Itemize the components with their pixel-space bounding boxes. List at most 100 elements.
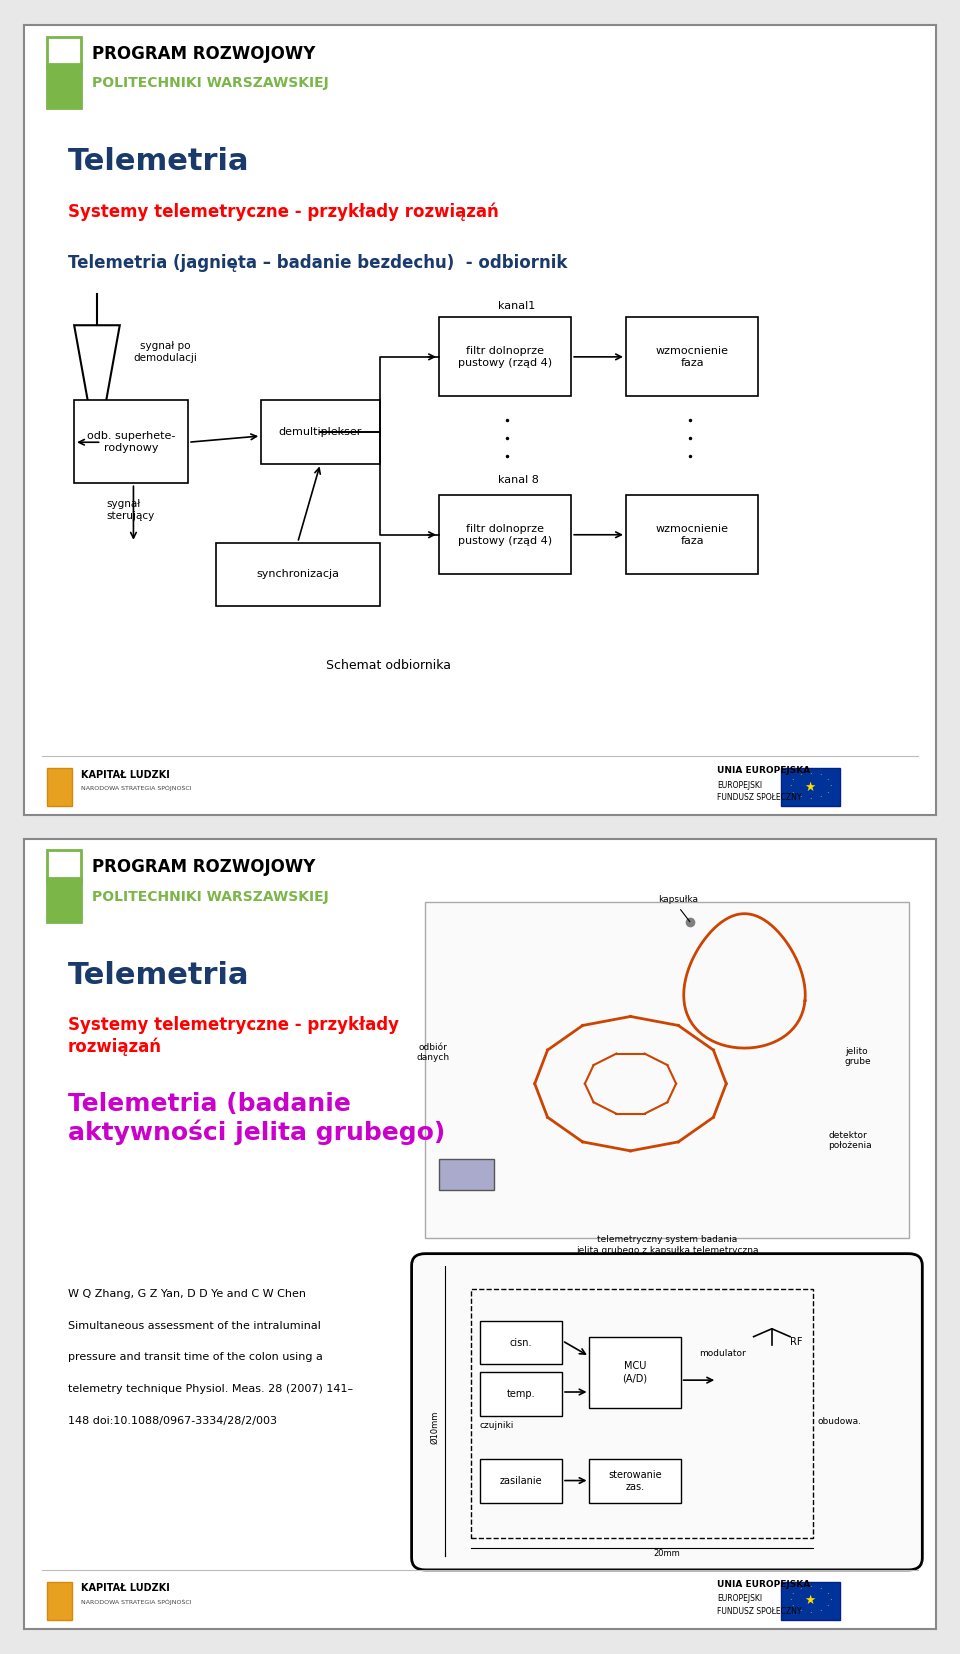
Text: ·: · bbox=[789, 1596, 791, 1606]
Text: UNIA EUROPEJSKA: UNIA EUROPEJSKA bbox=[717, 766, 810, 776]
Bar bbox=[470, 1288, 813, 1538]
Text: ·: · bbox=[791, 1589, 794, 1599]
Text: NARODOWA STRATEGIA SPÓJNOŚCI: NARODOWA STRATEGIA SPÓJNOŚCI bbox=[82, 1599, 192, 1604]
FancyBboxPatch shape bbox=[480, 1322, 562, 1365]
Text: ★: ★ bbox=[804, 1594, 816, 1608]
Bar bbox=[425, 901, 909, 1237]
Text: telemetryczny system badania
jelita grubego z kapsułką telemetryczną: telemetryczny system badania jelita grub… bbox=[576, 1236, 758, 1255]
Text: ·: · bbox=[791, 789, 794, 797]
Text: ·: · bbox=[819, 771, 822, 781]
Text: POLITECHNIKI WARSZAWSKIEJ: POLITECHNIKI WARSZAWSKIEJ bbox=[92, 76, 329, 91]
Text: 20mm: 20mm bbox=[654, 1548, 681, 1558]
Text: temp.: temp. bbox=[507, 1389, 536, 1399]
Text: ·: · bbox=[799, 1608, 802, 1616]
Text: ★: ★ bbox=[804, 781, 816, 794]
Text: czujniki: czujniki bbox=[480, 1421, 515, 1429]
Text: demultiplekser: demultiplekser bbox=[278, 427, 362, 437]
Text: kanal1: kanal1 bbox=[498, 301, 536, 311]
Text: EUROPEJSKI: EUROPEJSKI bbox=[717, 1594, 762, 1603]
Text: ·: · bbox=[799, 794, 802, 802]
FancyBboxPatch shape bbox=[626, 495, 758, 574]
Bar bbox=[780, 1581, 840, 1619]
Bar bbox=[780, 767, 840, 805]
Text: zasilanie: zasilanie bbox=[500, 1475, 542, 1485]
Text: FUNDUSZ SPOŁECZNY: FUNDUSZ SPOŁECZNY bbox=[717, 1608, 802, 1616]
Text: FUNDUSZ SPOŁECZNY: FUNDUSZ SPOŁECZNY bbox=[717, 794, 802, 802]
Text: filtr dolnoprze
pustowy (rząd 4): filtr dolnoprze pustowy (rząd 4) bbox=[458, 346, 552, 367]
Text: ·: · bbox=[809, 1609, 811, 1618]
Text: 148 doi:10.1088/0967-3334/28/2/003: 148 doi:10.1088/0967-3334/28/2/003 bbox=[68, 1416, 276, 1426]
Text: Systemy telemetryczne - przykłady
rozwiązań: Systemy telemetryczne - przykłady rozwią… bbox=[68, 1017, 398, 1055]
Text: ·: · bbox=[799, 771, 802, 781]
FancyBboxPatch shape bbox=[439, 318, 571, 397]
Text: ·: · bbox=[791, 776, 794, 786]
Text: NARODOWA STRATEGIA SPÓJNOŚCI: NARODOWA STRATEGIA SPÓJNOŚCI bbox=[82, 786, 192, 791]
Text: ·: · bbox=[819, 794, 822, 802]
Text: ·: · bbox=[809, 1583, 811, 1593]
Text: kapsułka: kapsułka bbox=[658, 895, 698, 903]
Text: PROGRAM ROZWOJOWY: PROGRAM ROZWOJOWY bbox=[92, 45, 316, 63]
Bar bbox=[47, 1581, 72, 1619]
Bar bbox=[47, 65, 82, 108]
FancyBboxPatch shape bbox=[412, 1254, 923, 1570]
FancyBboxPatch shape bbox=[480, 1373, 562, 1416]
Text: W Q Zhang, G Z Yan, D D Ye and C W Chen: W Q Zhang, G Z Yan, D D Ye and C W Chen bbox=[68, 1288, 306, 1300]
Text: Simultaneous assessment of the intraluminal: Simultaneous assessment of the intralumi… bbox=[68, 1322, 321, 1331]
Text: ·: · bbox=[819, 1608, 822, 1616]
FancyBboxPatch shape bbox=[74, 400, 188, 483]
Text: obudowa.: obudowa. bbox=[817, 1416, 861, 1426]
Text: PROGRAM ROZWOJOWY: PROGRAM ROZWOJOWY bbox=[92, 858, 316, 877]
Text: detektor
położenia: detektor położenia bbox=[828, 1131, 872, 1151]
Text: ·: · bbox=[791, 1603, 794, 1611]
Text: RF: RF bbox=[790, 1336, 803, 1346]
Text: wzmocnienie
faza: wzmocnienie faza bbox=[656, 524, 729, 546]
Text: ·: · bbox=[828, 782, 831, 792]
Text: modulator: modulator bbox=[699, 1350, 746, 1358]
Text: jelito
grube: jelito grube bbox=[845, 1047, 872, 1065]
Text: odb. superhete-
rodynowy: odb. superhete- rodynowy bbox=[87, 432, 176, 453]
Text: odbiór
danych: odbiór danych bbox=[416, 1042, 449, 1062]
Text: sygnał po
demodulacji: sygnał po demodulacji bbox=[133, 341, 198, 362]
Text: sterowanie
zas.: sterowanie zas. bbox=[609, 1470, 661, 1492]
Text: EUROPEJSKI: EUROPEJSKI bbox=[717, 781, 762, 789]
Text: ·: · bbox=[827, 1589, 828, 1599]
Text: Ø10mm: Ø10mm bbox=[430, 1411, 439, 1444]
Text: wzmocnienie
faza: wzmocnienie faza bbox=[656, 346, 729, 367]
Text: kanal 8: kanal 8 bbox=[498, 475, 540, 485]
Text: pressure and transit time of the colon using a: pressure and transit time of the colon u… bbox=[68, 1353, 323, 1363]
Text: filtr dolnoprze
pustowy (rząd 4): filtr dolnoprze pustowy (rząd 4) bbox=[458, 524, 552, 546]
Bar bbox=[47, 878, 82, 921]
FancyBboxPatch shape bbox=[589, 1336, 681, 1408]
Text: Telemetria: Telemetria bbox=[68, 961, 250, 991]
FancyBboxPatch shape bbox=[439, 495, 571, 574]
FancyBboxPatch shape bbox=[626, 318, 758, 397]
Text: Schemat odbiornika: Schemat odbiornika bbox=[326, 660, 451, 672]
Text: ·: · bbox=[827, 1603, 828, 1611]
Text: telemetry technique Physiol. Meas. 28 (2007) 141–: telemetry technique Physiol. Meas. 28 (2… bbox=[68, 1384, 353, 1394]
FancyBboxPatch shape bbox=[215, 543, 380, 605]
Text: KAPITAŁ LUDZKI: KAPITAŁ LUDZKI bbox=[82, 1583, 170, 1593]
Text: ·: · bbox=[827, 776, 828, 786]
Bar bbox=[47, 767, 72, 805]
Text: Systemy telemetryczne - przykłady rozwiązań: Systemy telemetryczne - przykłady rozwią… bbox=[68, 203, 498, 222]
Text: UNIA EUROPEJSKA: UNIA EUROPEJSKA bbox=[717, 1580, 810, 1589]
Bar bbox=[47, 850, 82, 882]
Text: sygnał
sterujący: sygnał sterujący bbox=[106, 500, 155, 521]
Text: POLITECHNIKI WARSZAWSKIEJ: POLITECHNIKI WARSZAWSKIEJ bbox=[92, 890, 329, 905]
Text: ·: · bbox=[789, 782, 791, 792]
FancyBboxPatch shape bbox=[480, 1459, 562, 1503]
Text: ·: · bbox=[809, 796, 811, 804]
Text: ·: · bbox=[809, 769, 811, 779]
FancyBboxPatch shape bbox=[261, 400, 380, 463]
Text: MCU
(A/D): MCU (A/D) bbox=[622, 1361, 648, 1383]
Text: ·: · bbox=[828, 1596, 831, 1606]
FancyBboxPatch shape bbox=[589, 1459, 681, 1503]
Bar bbox=[47, 36, 82, 68]
Bar bbox=[439, 1159, 493, 1191]
Text: ·: · bbox=[819, 1585, 822, 1594]
Text: KAPITAŁ LUDZKI: KAPITAŁ LUDZKI bbox=[82, 769, 170, 779]
Text: Telemetria (jagnięta – badanie bezdechu)  - odbiornik: Telemetria (jagnięta – badanie bezdechu)… bbox=[68, 255, 567, 273]
Text: cisn.: cisn. bbox=[510, 1338, 532, 1348]
Text: ·: · bbox=[827, 789, 828, 797]
Text: synchronizacja: synchronizacja bbox=[256, 569, 339, 579]
